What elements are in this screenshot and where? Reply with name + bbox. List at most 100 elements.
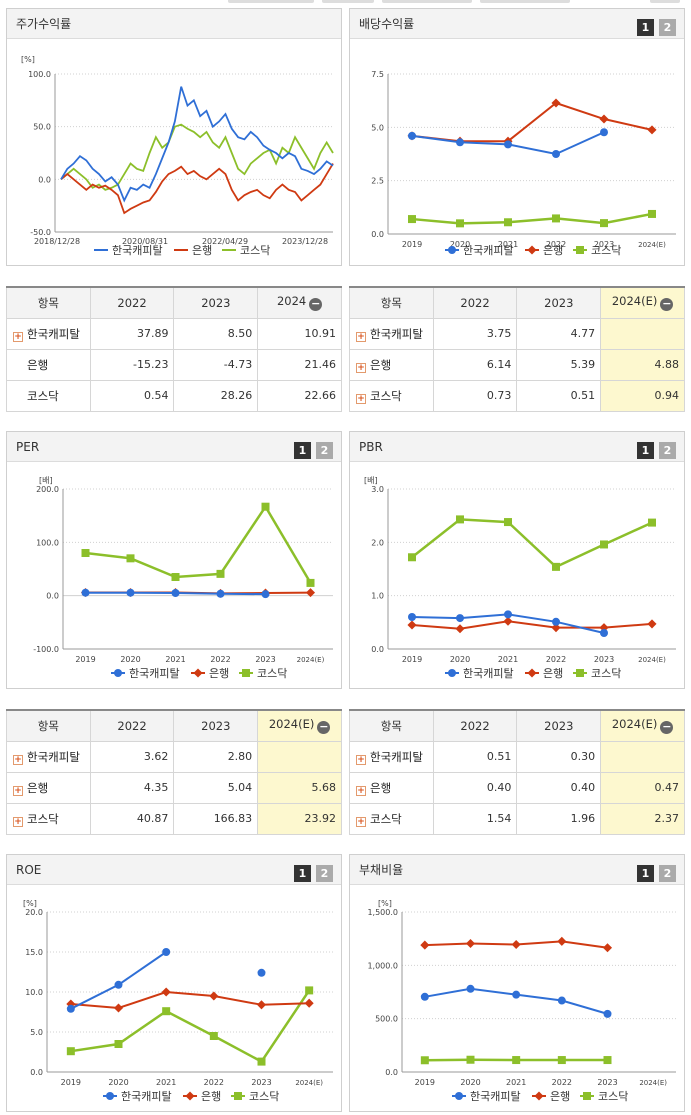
table-row: + 코스닥 0.73 0.51 0.94	[349, 379, 685, 412]
page-2-button[interactable]: 2	[659, 19, 676, 36]
data-point-kc	[557, 996, 566, 1005]
expand-icon[interactable]: +	[13, 754, 23, 765]
row-label[interactable]: + 한국캐피탈	[349, 740, 434, 773]
page-1-button[interactable]: 1	[294, 865, 311, 882]
x-tick-label: 2019	[402, 240, 422, 249]
legend-label-kosdaq: 코스닥	[591, 244, 621, 257]
expand-icon[interactable]: +	[356, 362, 366, 373]
data-point-kosdaq	[66, 1047, 75, 1056]
table-cell: 0.51	[516, 379, 602, 412]
per-chart: [배]200.0 100.0 0.0 -100.0 2019 2020 2021 2022 20…	[33, 476, 333, 680]
data-point-kosdaq	[512, 1056, 521, 1065]
y-tick-label: 0.0	[46, 592, 59, 601]
data-point-kc	[600, 629, 608, 637]
table-cell: 28.26	[173, 379, 259, 412]
legend-label-kc: 한국캐피탈	[121, 1090, 172, 1103]
expand-icon[interactable]: +	[13, 785, 23, 796]
stock-return-table: 항목 2022 2023 2024− + 한국캐피탈 37.89 8.50 10.91 은…	[6, 286, 342, 412]
row-label[interactable]: + 한국캐피탈	[6, 740, 91, 773]
legend-marker-kosdaq	[234, 1092, 242, 1100]
page-2-button[interactable]: 2	[659, 442, 676, 459]
data-point-bank	[647, 619, 657, 629]
expand-icon[interactable]: +	[13, 816, 23, 827]
table-cell	[257, 740, 342, 773]
page-1-button[interactable]: 1	[637, 19, 654, 36]
data-point-kosdaq	[466, 1055, 475, 1064]
table-cell: 6.14	[432, 348, 518, 381]
expand-icon[interactable]: +	[356, 816, 366, 827]
row-label[interactable]: + 코스닥	[6, 802, 91, 835]
x-tick-label: 2020	[450, 240, 470, 249]
table-cell	[600, 740, 685, 773]
x-tick-label: 2023/12/28	[282, 237, 328, 246]
row-label[interactable]: + 한국캐피탈	[349, 317, 434, 350]
data-point-kosdaq	[456, 515, 464, 524]
data-point-bank	[455, 624, 465, 634]
y-tick-label: 5.0	[371, 123, 384, 132]
panel-stock-return: 주가수익률 [%] 100.0 50.0 0.0 -50.0 2018/12/28 2020…	[6, 8, 342, 266]
data-point-kosdaq	[600, 540, 608, 549]
y-tick-label: 1,000.0	[367, 961, 398, 970]
row-label[interactable]: + 코스닥	[349, 802, 434, 835]
unit-label: [배]	[364, 476, 378, 485]
table-row: + 한국캐피탈 3.62 2.80	[6, 740, 342, 773]
table-cell: 1.96	[516, 802, 602, 835]
table-cell: 5.68	[257, 771, 342, 804]
table-cell: 0.54	[89, 379, 175, 412]
data-point-bank	[599, 114, 609, 124]
data-point-kosdaq	[261, 502, 270, 511]
x-tick-label: 2024(E)	[639, 1079, 667, 1087]
row-label[interactable]: + 은행	[349, 771, 434, 804]
page-1-button[interactable]: 1	[637, 442, 654, 459]
data-point-kosdaq	[603, 1056, 612, 1065]
header-item: 항목	[349, 709, 434, 742]
row-label[interactable]: + 코스닥	[349, 379, 434, 412]
y-tick-label: 0.0	[30, 1068, 43, 1077]
row-label[interactable]: + 은행	[6, 771, 91, 804]
data-point-kosdaq	[420, 1056, 429, 1065]
expand-icon[interactable]: +	[13, 331, 23, 342]
page-2-button[interactable]: 2	[316, 442, 333, 459]
collapse-icon[interactable]: −	[660, 297, 674, 312]
x-tick-label: 2020	[450, 655, 470, 664]
data-point-bank	[602, 943, 613, 953]
page-1-button[interactable]: 1	[637, 865, 654, 882]
page-2-button[interactable]: 2	[316, 865, 333, 882]
dividend-table: 항목 2022 2023 2024(E) − + 한국캐피탈 3.75 4.77 + 은행 6…	[349, 286, 685, 412]
data-point-bank	[557, 936, 567, 946]
page-2-button[interactable]: 2	[659, 865, 676, 882]
data-point-bank	[161, 987, 171, 997]
y-tick-label: 0.0	[38, 175, 51, 184]
y-tick-label: -100.0	[33, 645, 59, 654]
expand-icon[interactable]: +	[356, 331, 366, 342]
series-line-kosdaq	[411, 212, 653, 225]
page-1-button[interactable]: 1	[294, 442, 311, 459]
unit-label: [%]	[378, 899, 392, 908]
expand-icon[interactable]: +	[356, 393, 366, 404]
table-cell: 0.40	[516, 771, 602, 804]
legend-marker-bank	[193, 668, 203, 678]
x-tick-label: 2020	[460, 1078, 480, 1087]
table-row: + 은행 0.40 0.40 0.47	[349, 771, 685, 804]
panel-title: 주가수익률	[7, 9, 341, 39]
y-tick-label: 3.0	[371, 485, 384, 494]
table-cell: 166.83	[173, 802, 259, 835]
expand-icon[interactable]: +	[356, 754, 366, 765]
expand-icon[interactable]: +	[356, 785, 366, 796]
collapse-icon[interactable]: −	[660, 720, 674, 735]
y-tick-label: 100.0	[36, 538, 59, 547]
row-label[interactable]: + 한국캐피탈	[6, 317, 91, 350]
header-2024e: 2024(E) −	[600, 709, 685, 742]
legend-marker-kc	[114, 669, 122, 677]
collapse-icon[interactable]: −	[309, 297, 323, 312]
collapse-icon[interactable]: −	[317, 720, 331, 735]
data-point-kosdaq	[408, 553, 416, 562]
row-label[interactable]: + 은행	[349, 348, 434, 381]
y-tick-label: 7.5	[371, 70, 384, 79]
data-point-kc	[257, 968, 266, 977]
header-item: 항목	[349, 286, 434, 319]
y-tick-label: 15.0	[25, 948, 43, 957]
